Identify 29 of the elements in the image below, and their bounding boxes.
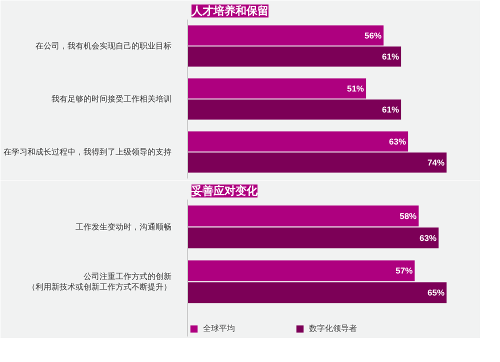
- data-label: 57%: [396, 266, 414, 276]
- data-label: 63%: [420, 232, 437, 243]
- data-label: 56%: [364, 30, 382, 40]
- bar: [188, 227, 439, 248]
- chart-title: 妥善应对变化: [190, 184, 258, 198]
- y-tick-label: 公司注重工作方式的创新（利用新技术或创新工作方式不断提升）: [28, 272, 172, 292]
- legend-label: 数字化领导者: [309, 323, 357, 334]
- bar: [188, 25, 384, 46]
- data-label: 61%: [382, 104, 400, 115]
- bar: [188, 260, 415, 282]
- y-tick-label: 在学习和成长过程中，我得到了上级领导的支持: [4, 148, 172, 156]
- y-tick-label: 工作发生变动时，沟通顺畅: [76, 222, 172, 232]
- bar: [188, 78, 366, 98]
- data-label: 63%: [388, 136, 406, 146]
- bar: [188, 152, 447, 173]
- data-label: 65%: [428, 288, 445, 298]
- data-label: 51%: [346, 83, 364, 94]
- bar: [188, 131, 408, 152]
- data-label: 58%: [400, 210, 418, 221]
- data-label: 74%: [428, 158, 445, 168]
- y-tick-label: 在公司，我有机会实现自己的职业目标: [36, 42, 172, 50]
- y-tick-label: 我有足够的时间接受工作相关培训: [52, 94, 172, 104]
- bar: [188, 206, 419, 226]
- bar: [188, 100, 402, 120]
- bar: [188, 46, 402, 67]
- chart-title: 人才培养和保留: [190, 4, 268, 18]
- legend-label: 全球平均: [203, 323, 235, 334]
- bar: [188, 282, 447, 304]
- data-label: 61%: [382, 52, 400, 62]
